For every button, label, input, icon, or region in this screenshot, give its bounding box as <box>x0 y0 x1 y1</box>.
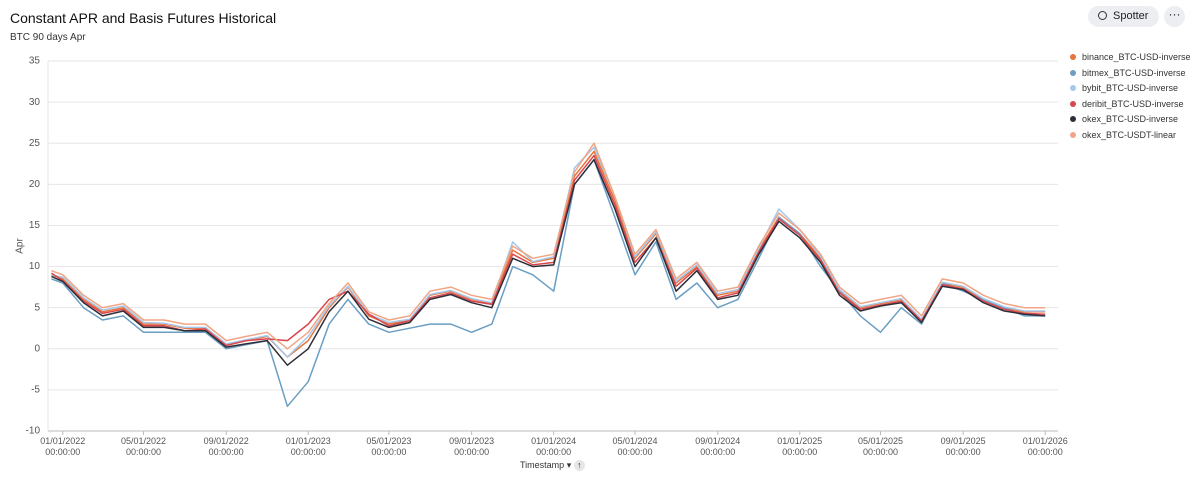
y-tick-label: 25 <box>29 138 41 149</box>
legend-label: bybit_BTC-USD-inverse <box>1082 83 1179 93</box>
y-axis-label: Apr <box>15 238 26 254</box>
y-tick-label: 0 <box>34 343 40 354</box>
series-line <box>51 146 1046 358</box>
series-line <box>51 158 1046 408</box>
x-tick-label: 05/01/2023 00:00:00 <box>366 436 412 457</box>
legend-item: okex_BTC-USDT-linear <box>1070 130 1176 140</box>
legend-item: okex_BTC-USD-inverse <box>1070 114 1178 124</box>
spotter-button[interactable]: Spotter <box>1088 6 1159 27</box>
subtitle: BTC 90 days Apr <box>10 32 86 43</box>
x-axis-label: Timestamp ▾ ↑ <box>520 460 585 471</box>
y-tick-label: 30 <box>29 97 41 108</box>
legend-swatch <box>1070 69 1076 76</box>
x-tick-label: 05/01/2022 00:00:00 <box>120 436 166 457</box>
y-tick-label: 20 <box>29 179 41 190</box>
series-line <box>51 158 1046 366</box>
y-tick-label: 35 <box>29 56 41 67</box>
legend-swatch <box>1070 85 1076 91</box>
series-line <box>51 150 1046 358</box>
y-tick-label: -5 <box>31 385 40 396</box>
series-line <box>50 154 1046 347</box>
y-tick-label: -10 <box>26 426 41 437</box>
legend-item: bybit_BTC-USD-inverse <box>1070 83 1178 93</box>
legend-swatch <box>1070 54 1076 60</box>
legend-swatch <box>1070 131 1076 138</box>
x-tick-label: 01/01/2023 00:00:00 <box>285 436 331 457</box>
x-tick-label: 09/01/2023 00:00:00 <box>449 436 495 457</box>
legend-item: bitmex_BTC-USD-inverse <box>1070 68 1186 78</box>
legend-label: deribit_BTC-USD-inverse <box>1082 98 1184 109</box>
legend-swatch <box>1070 116 1076 122</box>
legend-label: okex_BTC-USD-inverse <box>1082 114 1179 124</box>
x-tick-label: 01/01/2022 00:00:00 <box>40 436 86 457</box>
legend-label: binance_BTC-USD-inverse <box>1082 52 1191 62</box>
legend-label: okex_BTC-USDT-linear <box>1082 129 1177 140</box>
x-tick-label: 05/01/2025 00:00:00 <box>857 436 903 457</box>
x-tick-label: 01/01/2024 00:00:00 <box>531 436 577 457</box>
x-tick-label: 05/01/2024 00:00:00 <box>612 436 658 457</box>
series-line <box>51 142 1046 350</box>
y-tick-label: 10 <box>29 261 41 272</box>
legend-item: deribit_BTC-USD-inverse <box>1070 99 1184 109</box>
y-tick-label: 5 <box>34 302 40 313</box>
x-tick-label: 09/01/2025 00:00:00 <box>940 436 986 457</box>
legend-label: bitmex_BTC-USD-inverse <box>1082 67 1186 78</box>
title: Constant APR and Basis Futures Historica… <box>10 10 277 26</box>
legend-item: binance_BTC-USD-inverse <box>1070 52 1191 62</box>
x-tick-label: 01/01/2025 00:00:00 <box>777 436 823 457</box>
legend-swatch <box>1070 100 1076 107</box>
x-tick-label: 09/01/2022 00:00:00 <box>203 436 249 457</box>
more-button[interactable]: ··· <box>1164 6 1185 27</box>
x-tick-label: 01/01/2026 00:00:00 <box>1022 436 1068 457</box>
y-tick-label: 15 <box>29 220 41 231</box>
x-tick-label: 09/01/2024 00:00:00 <box>695 436 741 457</box>
x-axis-label-text: Timestamp <box>520 460 565 470</box>
